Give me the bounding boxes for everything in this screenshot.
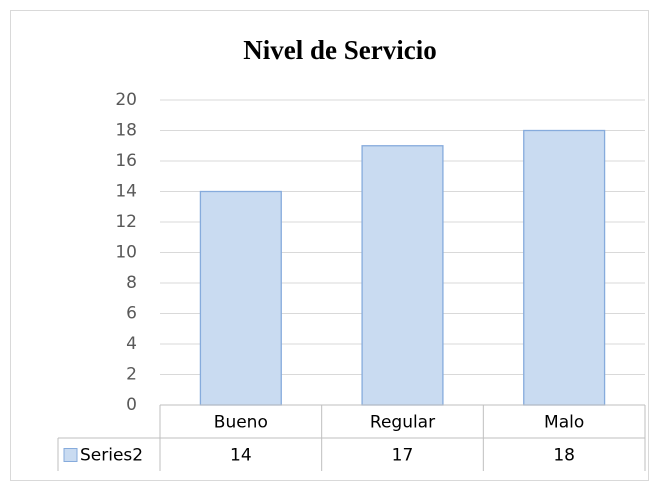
- y-tick-label: 20: [115, 90, 137, 110]
- chart-title: Nivel de Servicio: [243, 35, 436, 65]
- y-tick-label: 10: [115, 243, 137, 263]
- bar: [199, 190, 282, 406]
- legend-label: Series2: [80, 446, 143, 466]
- y-tick-label: 6: [126, 304, 137, 324]
- x-tick-label: Malo: [544, 413, 584, 433]
- table-value: 18: [553, 446, 575, 466]
- y-tick-label: 0: [126, 395, 137, 415]
- bar: [523, 129, 606, 406]
- x-tick-label: Regular: [370, 413, 435, 433]
- y-tick-label: 2: [126, 365, 137, 385]
- y-tick-label: 12: [115, 212, 137, 232]
- y-tick-label: 14: [115, 182, 137, 202]
- legend-swatch: [63, 448, 78, 462]
- y-tick-label: 18: [115, 121, 137, 141]
- table-value: 17: [392, 446, 414, 466]
- y-tick-label: 16: [115, 151, 137, 171]
- x-tick-label: Bueno: [214, 413, 268, 433]
- table-value: 14: [230, 446, 252, 466]
- bar: [361, 145, 444, 406]
- y-tick-label: 4: [126, 334, 137, 354]
- y-tick-label: 8: [126, 273, 137, 293]
